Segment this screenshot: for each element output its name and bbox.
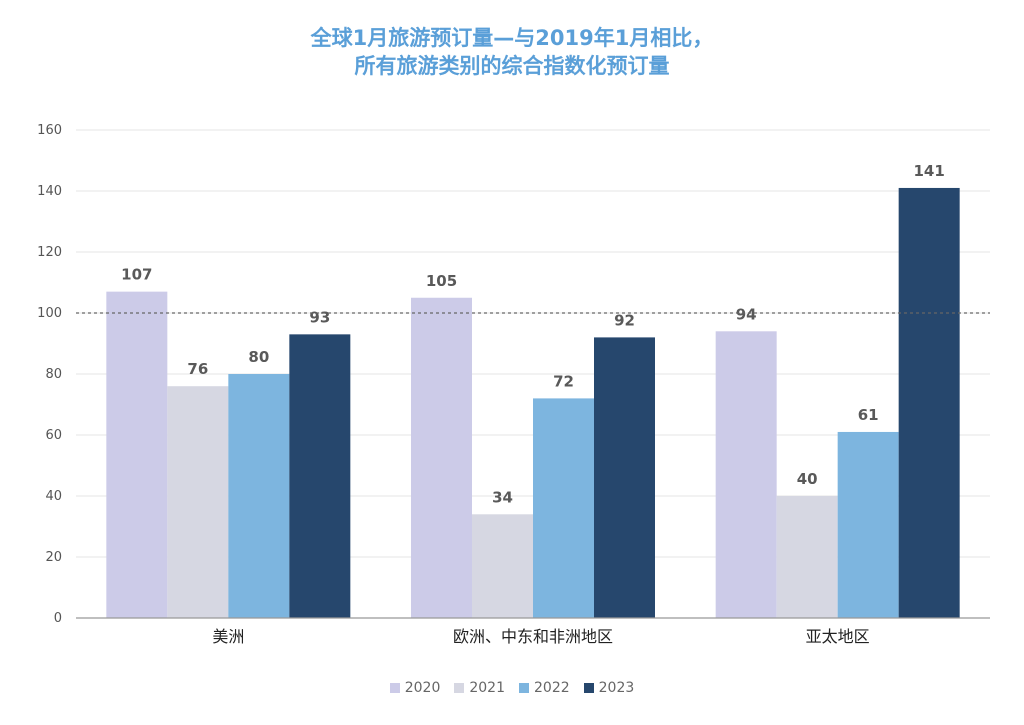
y-tick-label: 160 <box>37 123 62 138</box>
bar-2023 <box>289 334 351 618</box>
legend-item-2020: 2020 <box>389 680 441 696</box>
legend: 2020 2021 2022 2023 <box>0 680 1024 696</box>
data-label: 94 <box>736 305 757 323</box>
chart-title-line-1: 全球1月旅游预订量—与2019年1月相比， <box>310 26 714 50</box>
y-tick-label: 100 <box>37 306 62 321</box>
legend-item-2021: 2021 <box>454 680 505 696</box>
legend-swatch <box>389 683 400 693</box>
legend-label: 2020 <box>404 680 441 696</box>
y-tick-label: 60 <box>45 428 62 443</box>
bar-2022 <box>533 398 594 618</box>
y-tick-label: 20 <box>45 550 62 565</box>
legend-item-2022: 2022 <box>519 680 570 696</box>
legend-label: 2022 <box>534 680 570 696</box>
legend-swatch <box>519 683 529 693</box>
bar-2023 <box>594 337 655 618</box>
data-label: 105 <box>426 272 457 290</box>
data-label: 40 <box>797 470 818 488</box>
data-label: 93 <box>309 308 330 326</box>
legend-item-2023: 2023 <box>583 680 635 696</box>
legend-swatch <box>583 683 594 693</box>
data-label: 76 <box>187 360 208 378</box>
x-category-label: 欧洲、中东和非洲地区 <box>453 627 613 646</box>
x-category-label: 亚太地区 <box>806 627 870 646</box>
legend-swatch <box>454 683 465 693</box>
data-label: 107 <box>121 266 152 284</box>
legend-label: 2021 <box>469 680 505 696</box>
data-label: 80 <box>248 348 269 366</box>
bar-2021 <box>472 514 533 618</box>
bar-2020 <box>715 331 777 618</box>
y-tick-label: 40 <box>45 489 62 504</box>
bar-2023 <box>898 187 960 618</box>
bar-2022 <box>837 431 899 618</box>
y-tick-label: 140 <box>37 184 62 199</box>
y-tick-label: 80 <box>45 367 62 382</box>
bar-2021 <box>776 496 838 618</box>
legend-label: 2023 <box>598 680 635 696</box>
bar-2021 <box>167 386 229 618</box>
bar-2020 <box>106 291 168 618</box>
data-label: 72 <box>553 372 574 390</box>
data-label: 34 <box>492 488 513 506</box>
data-label: 92 <box>614 311 635 329</box>
y-tick-label: 120 <box>37 245 62 260</box>
bar-2020 <box>411 297 472 618</box>
y-tick-label: 0 <box>54 611 62 626</box>
chart-title-line-2: 所有旅游类别的综合指数化预订量 <box>354 54 670 78</box>
data-label: 61 <box>858 406 879 424</box>
data-label: 141 <box>914 162 945 180</box>
bar-2022 <box>228 374 290 618</box>
x-category-label: 美洲 <box>212 627 244 646</box>
